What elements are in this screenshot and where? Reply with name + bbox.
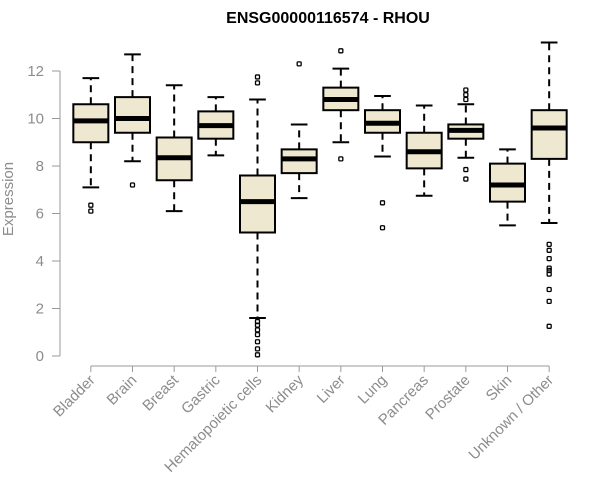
x-tick-label: Bladder xyxy=(50,372,99,421)
y-tick-label: 0 xyxy=(36,348,44,365)
x-tick-label: Breast xyxy=(139,371,182,414)
outlier-point xyxy=(254,339,261,345)
box-gastric xyxy=(197,96,235,157)
box-liver xyxy=(322,48,360,162)
y-tick-label: 8 xyxy=(36,158,44,175)
outlier-point xyxy=(254,322,261,328)
outlier-point xyxy=(463,96,469,103)
box-hematopoietic-cells xyxy=(239,74,276,358)
box-plot-series xyxy=(72,41,568,358)
outlier-point xyxy=(546,298,552,305)
y-tick-label: 4 xyxy=(36,253,44,270)
outlier-point xyxy=(546,247,552,253)
y-tick-label: 12 xyxy=(27,63,44,80)
y-tick-label: 2 xyxy=(36,301,44,318)
box-breast xyxy=(155,84,193,213)
x-tick-label: Prostate xyxy=(422,372,474,424)
outlier-point xyxy=(463,92,469,98)
box-bladder xyxy=(72,77,110,214)
outlier-point xyxy=(546,286,552,293)
chart-title: ENSG00000116574 - RHOU xyxy=(226,10,430,27)
outlier-point xyxy=(254,331,261,338)
box-kidney xyxy=(280,61,318,200)
x-tick-label: Skin xyxy=(483,372,516,405)
box-iqr xyxy=(530,109,568,160)
outlier-point xyxy=(254,346,261,352)
outlier-point xyxy=(546,271,552,277)
x-tick-label: Lung xyxy=(355,372,391,408)
outlier-point xyxy=(546,323,552,329)
outlier-point xyxy=(546,241,552,248)
outlier-point xyxy=(254,80,261,86)
outlier-point xyxy=(338,156,344,162)
y-tick-label: 6 xyxy=(36,206,44,223)
outlier-point xyxy=(254,352,261,358)
box-brain xyxy=(114,53,151,188)
outlier-point xyxy=(379,225,386,231)
box-skin xyxy=(489,148,526,227)
outlier-point xyxy=(338,48,344,54)
outlier-point xyxy=(379,200,386,206)
x-tick-label: Kidney xyxy=(263,371,308,416)
outlier-point xyxy=(254,327,261,333)
outlier-point xyxy=(254,74,261,80)
box-lung xyxy=(364,94,401,231)
outlier-point xyxy=(463,166,469,173)
y-tick-label: 10 xyxy=(27,111,44,128)
outlier-point xyxy=(463,176,469,182)
outlier-point xyxy=(88,202,94,208)
x-tick-label: Liver xyxy=(314,372,349,407)
box-pancreas xyxy=(405,104,443,197)
y-axis-label: Expression xyxy=(0,162,17,236)
outlier-point xyxy=(88,208,94,214)
outlier-point xyxy=(546,255,552,262)
outlier-point xyxy=(129,182,136,188)
outlier-point xyxy=(463,87,469,93)
y-axis: 0 2 4 6 8 10 12 xyxy=(27,63,61,365)
outlier-point xyxy=(296,61,302,67)
box-prostate xyxy=(447,87,485,182)
box-iqr xyxy=(114,96,151,134)
box-unknown-other xyxy=(530,41,568,329)
x-tick-label: Brain xyxy=(104,372,141,409)
